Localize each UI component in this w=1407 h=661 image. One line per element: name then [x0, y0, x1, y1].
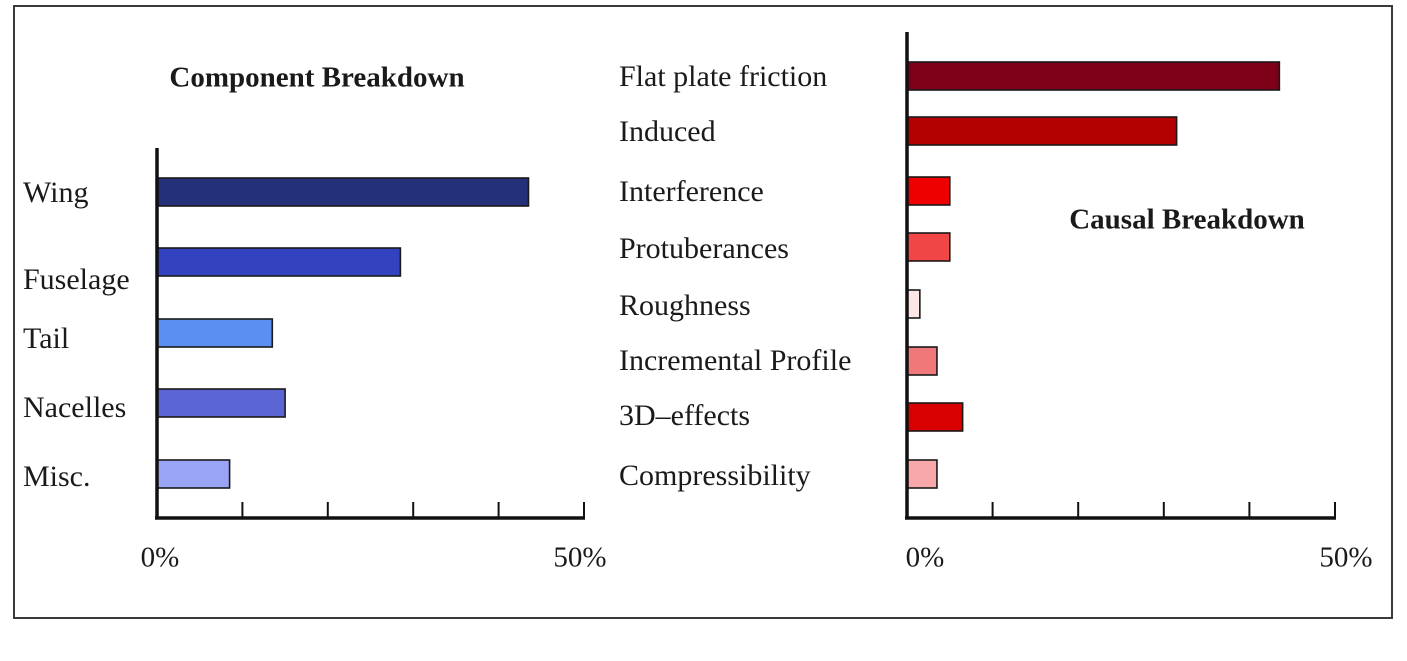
- causal-category-label-induced: Induced: [619, 115, 716, 148]
- causal-bar-roughness: [906, 289, 921, 319]
- component-bar-misc: [156, 459, 231, 489]
- causal-category-label-roughness: Roughness: [619, 289, 751, 322]
- causal-bar-3d-effects: [906, 402, 964, 432]
- causal-x-tick-label-50: 50%: [1319, 542, 1372, 574]
- component-category-label-fuselage: Fuselage: [23, 263, 130, 296]
- causal-x-tick-label-0: 0%: [906, 542, 945, 574]
- causal-category-label-3d-effects: 3D–effects: [619, 399, 750, 432]
- causal-category-label-incremental-profile: Incremental Profile: [619, 344, 851, 377]
- causal-chart-title: Causal Breakdown: [1069, 204, 1305, 236]
- causal-category-label-compressibility: Compressibility: [619, 459, 811, 492]
- causal-category-label-protuberances: Protuberances: [619, 232, 789, 265]
- causal-bar-flat-plate-friction: [906, 61, 1281, 91]
- component-bar-tail: [156, 318, 274, 348]
- component-bar-wing: [156, 177, 530, 207]
- component-x-tick-label-50: 50%: [553, 542, 606, 574]
- component-category-label-tail: Tail: [23, 322, 69, 355]
- causal-bar-interference: [906, 176, 951, 206]
- component-chart-title: Component Breakdown: [169, 62, 464, 94]
- causal-category-label-flat-plate-friction: Flat plate friction: [619, 60, 827, 93]
- component-category-label-nacelles: Nacelles: [23, 391, 126, 424]
- causal-bar-induced: [906, 116, 1178, 146]
- causal-category-label-interference: Interference: [619, 175, 764, 208]
- causal-bar-protuberances: [906, 232, 951, 262]
- component-bar-fuselage: [156, 247, 402, 277]
- causal-bar-compressibility: [906, 459, 938, 489]
- component-x-tick-label-0: 0%: [141, 542, 180, 574]
- component-category-label-wing: Wing: [23, 176, 88, 209]
- causal-bar-incremental-profile: [906, 346, 938, 376]
- component-category-label-misc: Misc.: [23, 460, 91, 493]
- component-bar-nacelles: [156, 388, 286, 418]
